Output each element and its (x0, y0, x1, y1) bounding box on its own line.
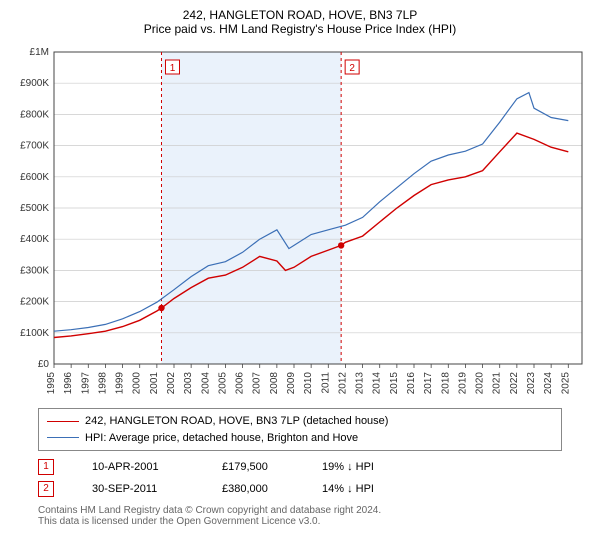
attribution-line: This data is licensed under the Open Gov… (38, 516, 562, 527)
svg-text:£900K: £900K (20, 78, 49, 89)
svg-text:£0: £0 (38, 359, 50, 370)
svg-text:2007: 2007 (252, 372, 263, 395)
legend-label: 242, HANGLETON ROAD, HOVE, BN3 7LP (deta… (85, 413, 388, 430)
page-title: 242, HANGLETON ROAD, HOVE, BN3 7LP (8, 8, 592, 22)
svg-text:1997: 1997 (80, 372, 91, 395)
svg-text:1995: 1995 (46, 372, 57, 395)
svg-text:2001: 2001 (149, 372, 160, 395)
page-subtitle: Price paid vs. HM Land Registry's House … (8, 22, 592, 36)
svg-text:2010: 2010 (303, 372, 314, 395)
legend-label: HPI: Average price, detached house, Brig… (85, 430, 358, 447)
svg-text:2009: 2009 (286, 372, 297, 395)
legend-item-property: 242, HANGLETON ROAD, HOVE, BN3 7LP (deta… (47, 413, 553, 430)
sale-date: 10-APR-2001 (92, 461, 192, 473)
svg-text:2013: 2013 (355, 372, 366, 395)
sale-vs-hpi: 14% ↓ HPI (322, 483, 402, 495)
svg-text:2002: 2002 (166, 372, 177, 395)
attribution: Contains HM Land Registry data © Crown c… (38, 505, 562, 527)
legend-swatch (47, 421, 79, 422)
svg-text:£500K: £500K (20, 203, 49, 214)
svg-text:2011: 2011 (320, 372, 331, 394)
sale-row-1: 1 10-APR-2001 £179,500 19% ↓ HPI (38, 459, 562, 475)
svg-text:2016: 2016 (406, 372, 417, 395)
svg-text:£400K: £400K (20, 234, 49, 245)
svg-text:£800K: £800K (20, 109, 49, 120)
legend-swatch (47, 437, 79, 438)
marker-1-icon: 1 (38, 459, 54, 475)
svg-text:2023: 2023 (526, 372, 537, 395)
svg-text:2018: 2018 (440, 372, 451, 395)
chart-legend: 242, HANGLETON ROAD, HOVE, BN3 7LP (deta… (38, 408, 562, 451)
svg-text:2004: 2004 (200, 372, 211, 395)
svg-text:£200K: £200K (20, 297, 49, 308)
svg-text:2006: 2006 (235, 372, 246, 395)
svg-text:2012: 2012 (337, 372, 348, 395)
svg-text:1996: 1996 (63, 372, 74, 395)
sale-data-points: 1 10-APR-2001 £179,500 19% ↓ HPI 2 30-SE… (38, 459, 562, 497)
svg-text:£100K: £100K (20, 328, 49, 339)
legend-item-hpi: HPI: Average price, detached house, Brig… (47, 430, 553, 447)
svg-text:2: 2 (349, 63, 355, 74)
svg-text:2008: 2008 (269, 372, 280, 395)
svg-text:2025: 2025 (560, 372, 571, 395)
svg-text:2021: 2021 (492, 372, 503, 395)
svg-text:£600K: £600K (20, 172, 49, 183)
svg-text:1998: 1998 (97, 372, 108, 395)
sale-date: 30-SEP-2011 (92, 483, 192, 495)
svg-text:£300K: £300K (20, 265, 49, 276)
svg-text:1999: 1999 (115, 372, 126, 395)
svg-text:2000: 2000 (132, 372, 143, 395)
svg-text:2019: 2019 (457, 372, 468, 395)
svg-text:2015: 2015 (389, 372, 400, 395)
sale-vs-hpi: 19% ↓ HPI (322, 461, 402, 473)
svg-text:2014: 2014 (372, 372, 383, 395)
svg-text:2024: 2024 (543, 372, 554, 395)
sale-price: £380,000 (222, 483, 292, 495)
svg-text:2017: 2017 (423, 372, 434, 395)
svg-text:2003: 2003 (183, 372, 194, 395)
attribution-line: Contains HM Land Registry data © Crown c… (38, 505, 562, 516)
sale-price: £179,500 (222, 461, 292, 473)
chart-svg: £0 £100K £200K £300K £400K £500K £600K £700K £80… (8, 42, 592, 402)
svg-text:2005: 2005 (217, 372, 228, 395)
svg-text:£700K: £700K (20, 141, 49, 152)
svg-text:2022: 2022 (509, 372, 520, 395)
svg-text:£1M: £1M (30, 47, 49, 58)
marker-2-icon: 2 (38, 481, 54, 497)
svg-text:2020: 2020 (475, 372, 486, 395)
price-chart: £0 £100K £200K £300K £400K £500K £600K £700K £80… (8, 42, 592, 402)
svg-text:1: 1 (170, 63, 176, 74)
sale-row-2: 2 30-SEP-2011 £380,000 14% ↓ HPI (38, 481, 562, 497)
